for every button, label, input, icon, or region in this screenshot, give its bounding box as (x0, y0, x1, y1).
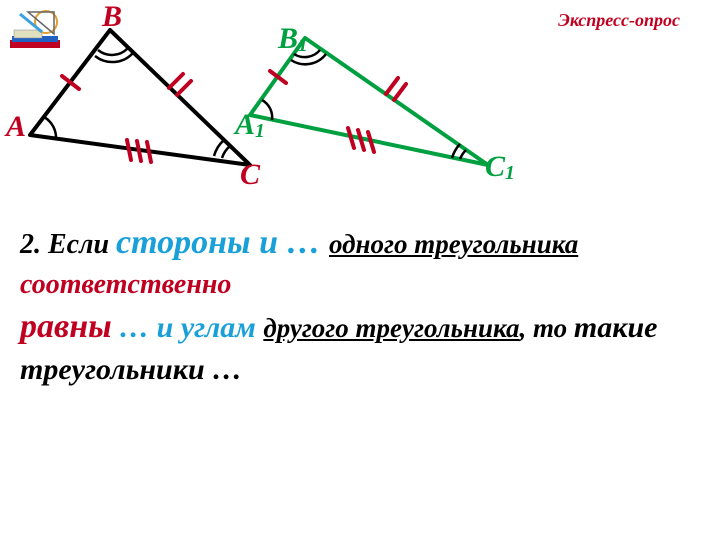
t-p8: , то (520, 313, 574, 343)
vertex-c1: C1 (485, 150, 515, 184)
t-p3: одного треугольника (329, 229, 578, 259)
vertex-b1: B1 (278, 22, 308, 56)
t-p5: равны (20, 308, 112, 345)
vertex-a: A (6, 110, 26, 144)
t-p7: другого треугольника (263, 313, 519, 343)
t-p2: стороны и … (116, 224, 329, 261)
vertex-a1: A1 (235, 108, 265, 142)
vertex-b: B (102, 0, 122, 34)
t-p6: … и углам (112, 311, 264, 344)
vertex-c: C (240, 158, 260, 192)
t-p1: 2. Если (20, 229, 116, 260)
theorem-text: 2. Если стороны и … одного треугольника … (20, 220, 680, 390)
t-p4: соответственно (20, 269, 231, 300)
